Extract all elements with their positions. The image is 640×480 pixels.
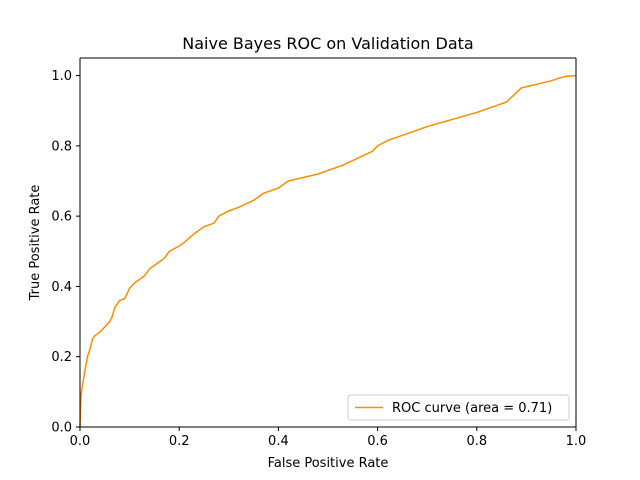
x-tick-label: 0.0 [70, 434, 91, 449]
y-tick-label: 0.4 [51, 280, 72, 295]
y-tick-label: 0.8 [51, 139, 72, 154]
y-tick-label: 0.2 [51, 350, 72, 365]
x-tick-label: 0.8 [466, 434, 487, 449]
legend: ROC curve (area = 0.71) [347, 394, 570, 421]
y-tick-label: 0.6 [51, 210, 72, 225]
y-axis-label: True Positive Rate [28, 185, 43, 302]
roc-curve-line [79, 74, 577, 428]
x-axis-ticks: 0.0 0.2 0.4 0.6 0.8 1.0 [70, 427, 587, 449]
y-axis-ticks: 0.0 0.2 0.4 0.6 0.8 1.0 [51, 69, 80, 436]
y-tick-label: 0.0 [51, 421, 72, 436]
chart-title: Naive Bayes ROC on Validation Data [182, 34, 473, 53]
legend-box [347, 394, 570, 421]
x-tick-label: 0.2 [169, 434, 190, 449]
legend-label-roc: ROC curve (area = 0.71) [392, 401, 552, 416]
x-tick-label: 0.4 [268, 434, 289, 449]
plot-area [80, 58, 576, 427]
roc-curve-layer [79, 74, 577, 428]
x-tick-label: 0.6 [367, 434, 388, 449]
x-tick-label: 1.0 [566, 434, 587, 449]
x-axis-label: False Positive Rate [268, 456, 389, 471]
y-tick-label: 1.0 [51, 69, 72, 84]
